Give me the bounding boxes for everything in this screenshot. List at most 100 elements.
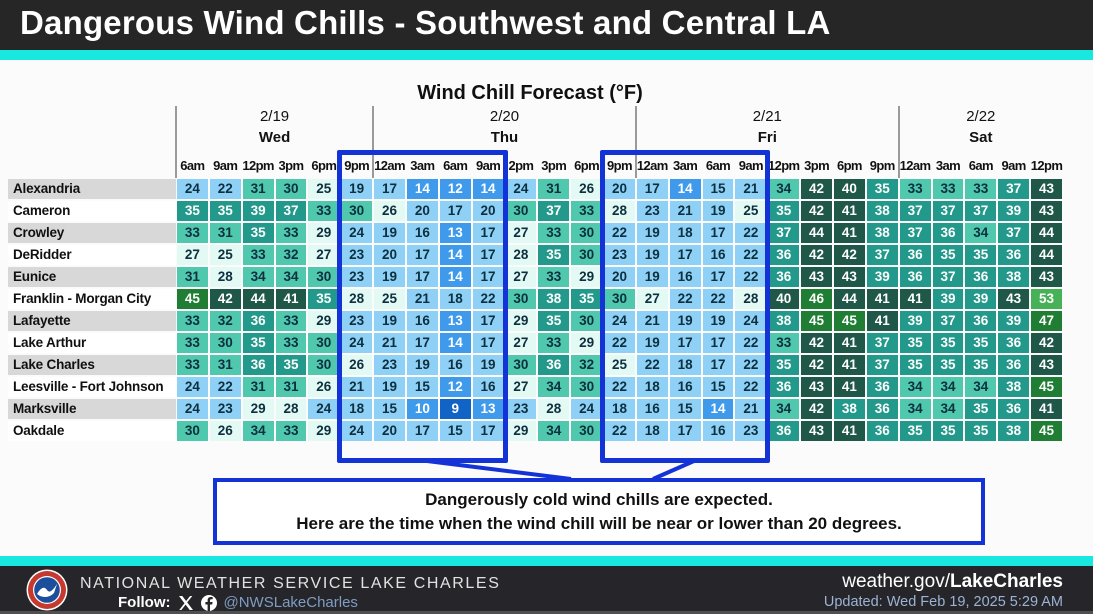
wind-chill-cell: 23 bbox=[505, 399, 537, 419]
time-label: 9pm bbox=[607, 158, 633, 173]
footer-right: weather.gov/LakeCharles Updated: Wed Feb… bbox=[824, 571, 1063, 611]
wind-chill-cell: 37 bbox=[538, 201, 570, 221]
wind-chill-cell: 15 bbox=[702, 377, 734, 397]
page-title: Dangerous Wind Chills - Southwest and Ce… bbox=[20, 4, 831, 41]
wind-chill-cell: 45 bbox=[177, 289, 208, 309]
day-separator bbox=[634, 106, 637, 178]
wind-chill-cell: 21 bbox=[669, 201, 701, 221]
wind-chill-cell: 17 bbox=[406, 333, 438, 353]
wind-chill-cell: 18 bbox=[439, 289, 471, 309]
time-label: 12am bbox=[374, 158, 405, 173]
day-separator bbox=[897, 106, 900, 178]
wind-chill-cell: 25 bbox=[308, 179, 340, 199]
time-label: 6pm bbox=[574, 158, 600, 173]
wind-chill-cell: 17 bbox=[669, 333, 701, 353]
wind-chill-cell: 36 bbox=[932, 223, 964, 243]
wind-chill-cell: 16 bbox=[406, 223, 438, 243]
wind-chill-cell: 35 bbox=[932, 333, 964, 353]
wind-chill-cell: 19 bbox=[472, 355, 504, 375]
wind-chill-cell: 43 bbox=[801, 377, 832, 397]
wind-chill-cell: 19 bbox=[374, 267, 405, 287]
wind-chill-cell: 14 bbox=[439, 333, 471, 353]
wind-chill-cell: 19 bbox=[406, 355, 438, 375]
wind-chill-cell: 30 bbox=[571, 245, 603, 265]
wind-chill-cell: 26 bbox=[341, 355, 373, 375]
wind-chill-cell: 37 bbox=[998, 223, 1030, 243]
day-header-wed: 2/19 Wed bbox=[176, 106, 373, 154]
wind-chill-cell: 24 bbox=[571, 399, 603, 419]
wind-chill-cell: 30 bbox=[571, 223, 603, 243]
wind-chill-cell: 41 bbox=[834, 223, 865, 243]
wind-chill-cell: 18 bbox=[636, 421, 668, 441]
wind-chill-cell: 30 bbox=[505, 355, 537, 375]
wind-chill-cell: 19 bbox=[636, 333, 668, 353]
wind-chill-cell: 21 bbox=[735, 179, 767, 199]
wind-chill-cell: 44 bbox=[242, 289, 274, 309]
wind-chill-cell: 33 bbox=[308, 201, 340, 221]
time-label: 9am bbox=[475, 158, 501, 173]
row-label-city: Lafayette bbox=[8, 311, 176, 331]
wind-chill-cell: 16 bbox=[669, 267, 701, 287]
wind-chill-cell: 17 bbox=[472, 333, 504, 353]
time-label: 6pm bbox=[836, 158, 863, 173]
time-label: 3pm bbox=[804, 158, 830, 173]
wind-chill-cell: 20 bbox=[374, 421, 405, 441]
wind-chill-cell: 45 bbox=[1031, 421, 1062, 441]
wind-chill-cell: 17 bbox=[374, 179, 405, 199]
wind-chill-cell: 29 bbox=[505, 311, 537, 331]
wind-chill-cell: 34 bbox=[242, 267, 274, 287]
date-label: 2/21 bbox=[752, 108, 782, 125]
wind-chill-cell: 30 bbox=[177, 421, 208, 441]
wind-chill-cell: 25 bbox=[604, 355, 635, 375]
row-label-city: Oakdale bbox=[8, 421, 176, 441]
wind-chill-cell: 16 bbox=[636, 399, 668, 419]
wind-chill-cell: 19 bbox=[374, 377, 405, 397]
wind-chill-cell: 29 bbox=[571, 333, 603, 353]
footer-org-name: NATIONAL WEATHER SERVICE LAKE CHARLES bbox=[80, 575, 501, 592]
wind-chill-cell: 40 bbox=[768, 289, 800, 309]
wind-chill-cell: 12 bbox=[439, 179, 471, 199]
wind-chill-cell: 36 bbox=[965, 267, 997, 287]
wind-chill-cell: 33 bbox=[275, 421, 307, 441]
wind-chill-cell: 32 bbox=[209, 311, 241, 331]
time-label: 12am bbox=[899, 158, 931, 173]
wind-chill-cell: 34 bbox=[965, 223, 997, 243]
wind-chill-cell: 17 bbox=[702, 267, 734, 287]
time-label: 6am bbox=[443, 158, 468, 173]
row-label-city: Cameron bbox=[8, 201, 176, 221]
wind-chill-cell: 30 bbox=[209, 333, 241, 353]
footer-url: weather.gov/LakeCharles bbox=[824, 571, 1063, 593]
wind-chill-cell: 21 bbox=[406, 289, 438, 309]
wind-chill-cell: 21 bbox=[341, 377, 373, 397]
time-label: 12pm bbox=[767, 158, 800, 173]
wind-chill-cell: 36 bbox=[866, 377, 898, 397]
wind-chill-cell: 43 bbox=[801, 267, 832, 287]
wind-chill-cell: 17 bbox=[472, 223, 504, 243]
wind-chill-cell: 13 bbox=[439, 223, 471, 243]
social-handle: @NWSLakeCharles bbox=[223, 594, 358, 611]
wind-chill-cell: 22 bbox=[735, 377, 767, 397]
wind-chill-cell: 35 bbox=[899, 355, 931, 375]
wind-chill-cell: 35 bbox=[965, 399, 997, 419]
wind-chill-cell: 17 bbox=[472, 267, 504, 287]
wind-chill-cell: 14 bbox=[406, 179, 438, 199]
wind-chill-cell: 24 bbox=[735, 311, 767, 331]
wind-chill-cell: 35 bbox=[177, 201, 208, 221]
wind-chill-cell: 15 bbox=[669, 399, 701, 419]
wind-chill-cell: 22 bbox=[735, 333, 767, 353]
row-label-city: Crowley bbox=[8, 223, 176, 243]
wind-chill-cell: 14 bbox=[472, 179, 504, 199]
wind-chill-cell: 35 bbox=[965, 333, 997, 353]
wind-chill-cell: 33 bbox=[538, 223, 570, 243]
day-separator bbox=[175, 106, 177, 178]
wind-chill-cell: 31 bbox=[242, 179, 274, 199]
wind-chill-cell: 42 bbox=[834, 245, 865, 265]
wind-chill-cell: 20 bbox=[604, 267, 635, 287]
wind-chill-cell: 38 bbox=[998, 267, 1030, 287]
wind-chill-cell: 36 bbox=[998, 355, 1030, 375]
wind-chill-cell: 41 bbox=[275, 289, 307, 309]
wind-chill-cell: 41 bbox=[1031, 399, 1062, 419]
wind-chill-cell: 31 bbox=[209, 355, 241, 375]
wind-chill-cell: 37 bbox=[275, 201, 307, 221]
time-label: 6pm bbox=[311, 158, 337, 173]
